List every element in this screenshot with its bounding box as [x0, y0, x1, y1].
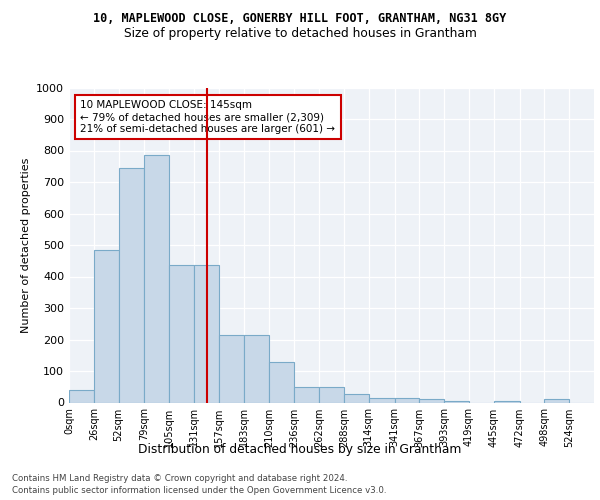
Bar	[294, 387, 319, 402]
Text: Contains public sector information licensed under the Open Government Licence v3: Contains public sector information licen…	[12, 486, 386, 495]
Y-axis label: Number of detached properties: Number of detached properties	[20, 158, 31, 332]
Bar	[169, 266, 194, 402]
Bar	[94, 250, 119, 402]
Bar	[395, 398, 419, 402]
Bar	[194, 266, 219, 402]
Bar	[494, 401, 520, 402]
Bar	[369, 398, 395, 402]
Text: Distribution of detached houses by size in Grantham: Distribution of detached houses by size …	[139, 442, 461, 456]
Text: 10 MAPLEWOOD CLOSE: 145sqm
← 79% of detached houses are smaller (2,309)
21% of s: 10 MAPLEWOOD CLOSE: 145sqm ← 79% of deta…	[80, 100, 335, 134]
Bar	[219, 335, 244, 402]
Bar	[344, 394, 369, 402]
Bar	[269, 362, 294, 403]
Bar	[319, 387, 344, 402]
Bar	[419, 400, 444, 402]
Bar	[244, 335, 269, 402]
Text: Size of property relative to detached houses in Grantham: Size of property relative to detached ho…	[124, 28, 476, 40]
Text: 10, MAPLEWOOD CLOSE, GONERBY HILL FOOT, GRANTHAM, NG31 8GY: 10, MAPLEWOOD CLOSE, GONERBY HILL FOOT, …	[94, 12, 506, 26]
Bar	[444, 401, 469, 402]
Text: Contains HM Land Registry data © Crown copyright and database right 2024.: Contains HM Land Registry data © Crown c…	[12, 474, 347, 483]
Bar	[544, 400, 569, 402]
Bar	[119, 168, 145, 402]
Bar	[69, 390, 94, 402]
Bar	[145, 155, 169, 402]
